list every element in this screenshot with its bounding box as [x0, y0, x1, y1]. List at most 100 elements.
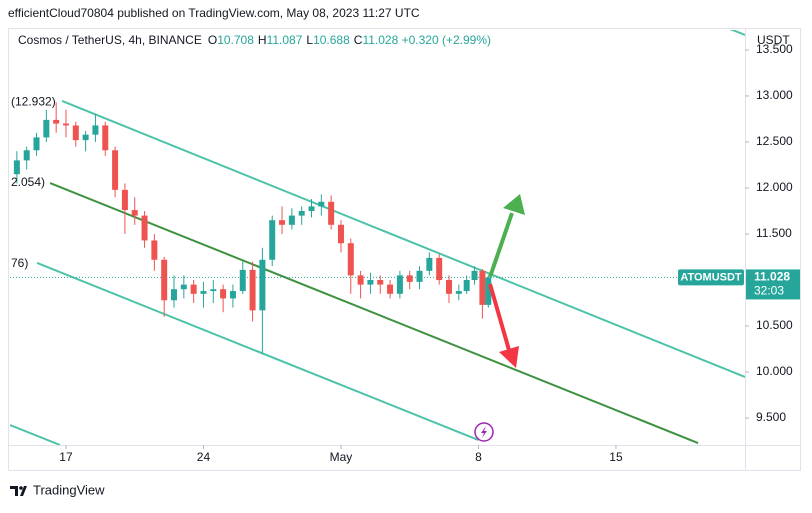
lightning-icon [474, 422, 494, 442]
candle-body [337, 224, 344, 244]
plot [10, 30, 745, 445]
candle-body [121, 189, 128, 211]
candle-body [102, 125, 109, 151]
candle-body [367, 280, 374, 285]
candle-body [43, 119, 50, 138]
candle-body [377, 280, 384, 285]
y-tick-label: 13.500 [756, 42, 793, 56]
candle-body [200, 291, 207, 294]
y-tick-label: 12.000 [756, 180, 793, 194]
candle-body [455, 291, 462, 294]
price-tag [746, 269, 800, 300]
ohlc-key: O [208, 33, 217, 47]
candle-body [387, 284, 394, 294]
candle-body [259, 259, 266, 311]
down-arrow-shaft [488, 283, 511, 351]
candle-body [23, 150, 30, 161]
candle-body [308, 206, 315, 211]
countdown-label: 32:03 [754, 284, 784, 298]
candle-body [279, 220, 286, 225]
line-label: 2.054) [11, 175, 45, 189]
candle-body [239, 269, 246, 292]
candle-body [249, 269, 256, 311]
up-arrow-shaft [488, 212, 514, 278]
candle-body [328, 201, 335, 225]
candle-body [53, 119, 60, 124]
footer-logo [10, 486, 27, 496]
y-tick-label: 9.500 [756, 410, 786, 424]
channel-line [10, 424, 61, 445]
ohlc-key: C [354, 33, 363, 47]
symbol: Cosmos / TetherUS, 4h, BINANCE [18, 33, 202, 47]
candle-body [436, 257, 443, 281]
arrows [488, 194, 525, 368]
byline: efficientCloud70804 published on Trading… [8, 6, 420, 20]
candle-body [269, 220, 276, 260]
down-arrow-head [499, 346, 519, 368]
candle-body [357, 275, 364, 285]
y-tick-label: 10.000 [756, 364, 793, 378]
candle-body [426, 257, 433, 271]
price-tag-label: 11.028 [754, 270, 790, 284]
candle-body [180, 284, 187, 290]
legend-line: Cosmos / TetherUS, 4h, BINANCE O10.708 H11… [18, 33, 491, 47]
candle-body [485, 277, 492, 305]
candle-body [92, 125, 99, 135]
x-tick-label: 8 [475, 450, 482, 464]
ohlc-value: 10.688 [313, 33, 350, 47]
ohlc-value: 11.028 [362, 33, 398, 47]
candle-body [151, 240, 158, 260]
candle-body [298, 210, 305, 216]
ohlc-key: L [306, 33, 313, 47]
candle-body [445, 280, 452, 294]
y-tick-label: 13.000 [756, 88, 793, 102]
candle-body [347, 243, 354, 276]
axes: 9.50010.00010.50011.00011.50012.00012.50… [59, 42, 800, 464]
x-tick-label: 15 [609, 450, 623, 464]
candle-body [229, 291, 236, 299]
candle-body [141, 215, 148, 241]
candle-body [131, 210, 138, 216]
y-tick-label: 10.500 [756, 318, 793, 332]
candle-body [82, 134, 89, 141]
candle-body [288, 215, 295, 225]
ohlc-value: 10.708 [217, 33, 254, 47]
candle-body [406, 275, 413, 282]
candle-body [112, 150, 119, 190]
chart-frame [8, 28, 801, 471]
channel-line [36, 262, 479, 441]
y-tick-label: 11.500 [756, 226, 792, 240]
line-label: (12.932) [11, 94, 56, 108]
candle-body [171, 289, 178, 301]
ohlc-key: H [258, 33, 267, 47]
change: +0.320 (+2.99%) [402, 33, 491, 47]
candle-body [471, 270, 478, 281]
channel-line [61, 100, 745, 378]
channel-line [49, 182, 699, 444]
x-tick-label: 17 [59, 450, 73, 464]
candle-body [318, 201, 325, 207]
candle-body [463, 280, 470, 292]
y-tick-label: 12.500 [756, 134, 793, 148]
candle-body [13, 160, 20, 175]
x-tick-label: May [330, 450, 353, 464]
candle-body [220, 289, 227, 299]
candle-body [62, 123, 69, 126]
symbol-tag-label: ATOMUSDT [680, 271, 742, 283]
candle-body [161, 259, 168, 301]
channel-line [730, 30, 745, 36]
candle-body [72, 125, 79, 141]
currency: USDT [757, 33, 790, 47]
line-label: 76) [11, 256, 28, 270]
candle-body [416, 270, 423, 282]
symbol-tag [678, 269, 744, 286]
up-arrow-head [503, 194, 525, 215]
x-tick-label: 24 [197, 450, 211, 464]
candle-body [190, 284, 197, 294]
candle-body [479, 270, 486, 305]
ohlc-value: 11.087 [267, 33, 303, 47]
footer-brand: TradingView [33, 482, 105, 497]
candle-body [33, 137, 40, 151]
candle-body [210, 289, 217, 292]
